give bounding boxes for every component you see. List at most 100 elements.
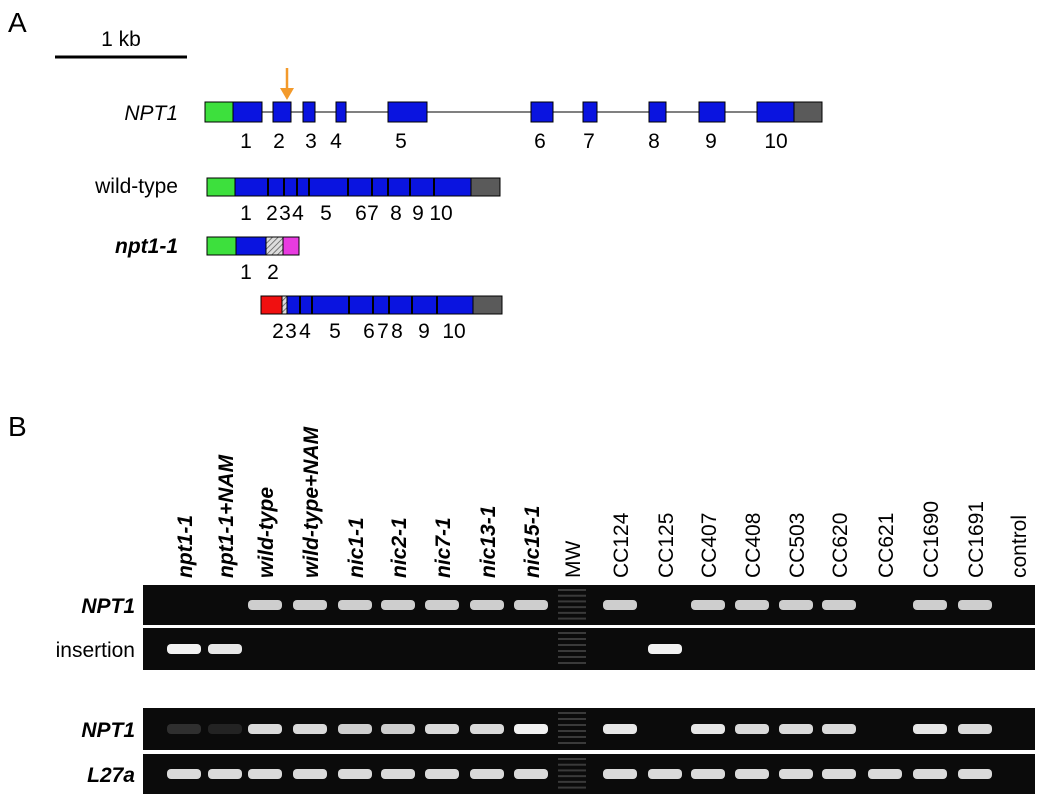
exon-number: 6: [355, 202, 367, 225]
band: [381, 600, 415, 610]
lane-label: CC125: [655, 513, 678, 578]
band: [293, 600, 327, 610]
band: [248, 724, 282, 734]
band: [208, 769, 242, 779]
lane-label: CC503: [786, 513, 809, 578]
exon: [698, 101, 726, 123]
lane-label: control: [1008, 515, 1031, 578]
ladder-band: [558, 589, 586, 591]
band: [913, 769, 947, 779]
exon: [302, 101, 316, 123]
exon-number: 4: [330, 130, 342, 153]
band: [338, 600, 372, 610]
band: [167, 724, 201, 734]
exon: [272, 101, 292, 123]
exon-number: 4: [299, 320, 311, 343]
exon-number: 3: [285, 320, 297, 343]
band: [648, 769, 682, 779]
lane-label: nic2-1: [388, 517, 411, 578]
band: [425, 769, 459, 779]
mutant-label: npt1-1: [115, 235, 178, 258]
exon-number: 6: [534, 130, 546, 153]
band: [648, 644, 682, 654]
ladder-band: [558, 632, 586, 634]
exon-number: 1: [240, 261, 252, 284]
ladder-band: [558, 638, 586, 640]
ladder-band: [558, 600, 586, 603]
band: [293, 769, 327, 779]
exon-number: 10: [429, 202, 452, 225]
exon-number: 7: [377, 320, 389, 343]
band: [293, 724, 327, 734]
utr-5: [204, 101, 234, 123]
exon-number: 9: [705, 130, 717, 153]
band: [691, 600, 725, 610]
exon-number: 1: [240, 202, 252, 225]
band: [470, 600, 504, 610]
band: [167, 644, 201, 654]
exon: [756, 101, 795, 123]
lane-label: nic13-1: [477, 506, 500, 578]
band: [958, 769, 992, 779]
band: [248, 600, 282, 610]
band: [913, 724, 947, 734]
band: [691, 724, 725, 734]
ladder-band: [558, 644, 586, 646]
panel-label: A: [8, 7, 27, 38]
band: [779, 769, 813, 779]
utr-3: [470, 177, 501, 197]
exon-number: 10: [442, 320, 465, 343]
panel-label: B: [8, 411, 27, 442]
band: [208, 724, 242, 734]
exon-number: 9: [412, 202, 424, 225]
exon-number: 8: [391, 320, 403, 343]
lane-label: CC408: [742, 513, 765, 578]
band: [735, 769, 769, 779]
band: [514, 724, 548, 734]
insertion-start: [260, 295, 283, 315]
band: [470, 724, 504, 734]
ladder-band: [558, 606, 586, 609]
gel: [143, 708, 1035, 750]
row-label: L27a: [87, 764, 135, 787]
exon-number: 8: [648, 130, 660, 153]
utr-5: [206, 236, 237, 256]
ladder-band: [558, 780, 586, 783]
lane-label: CC124: [610, 512, 633, 578]
wild-type-label: wild-type: [94, 175, 178, 198]
exon: [530, 101, 554, 123]
exon-number: 9: [418, 320, 430, 343]
exon: [232, 101, 263, 123]
exon: [648, 101, 667, 123]
utr-3: [472, 295, 503, 315]
exon-number: 4: [292, 202, 304, 225]
exon: [335, 101, 347, 123]
exon-number: 1: [240, 130, 252, 153]
lane-label: nic1-1: [345, 517, 368, 578]
band: [248, 769, 282, 779]
lane-label: MW: [562, 541, 585, 578]
ladder-band: [558, 617, 586, 620]
band: [913, 600, 947, 610]
ladder-band: [558, 730, 586, 732]
ladder-band: [558, 775, 586, 778]
exon-number: 5: [329, 320, 341, 343]
lane-label: nic7-1: [432, 517, 455, 578]
exon-number: 2: [266, 202, 278, 225]
exon: [387, 101, 428, 123]
band: [338, 724, 372, 734]
exon-number: 10: [764, 130, 787, 153]
exon-number: 3: [305, 130, 317, 153]
band: [167, 769, 201, 779]
ladder-band: [558, 712, 586, 714]
band: [603, 724, 637, 734]
band: [470, 769, 504, 779]
band: [822, 600, 856, 610]
utr-5: [206, 177, 236, 197]
band: [208, 644, 242, 654]
exon-number: 2: [273, 130, 285, 153]
band: [603, 769, 637, 779]
insertion-arrow-head: [280, 88, 294, 100]
exon-number: 5: [395, 130, 407, 153]
